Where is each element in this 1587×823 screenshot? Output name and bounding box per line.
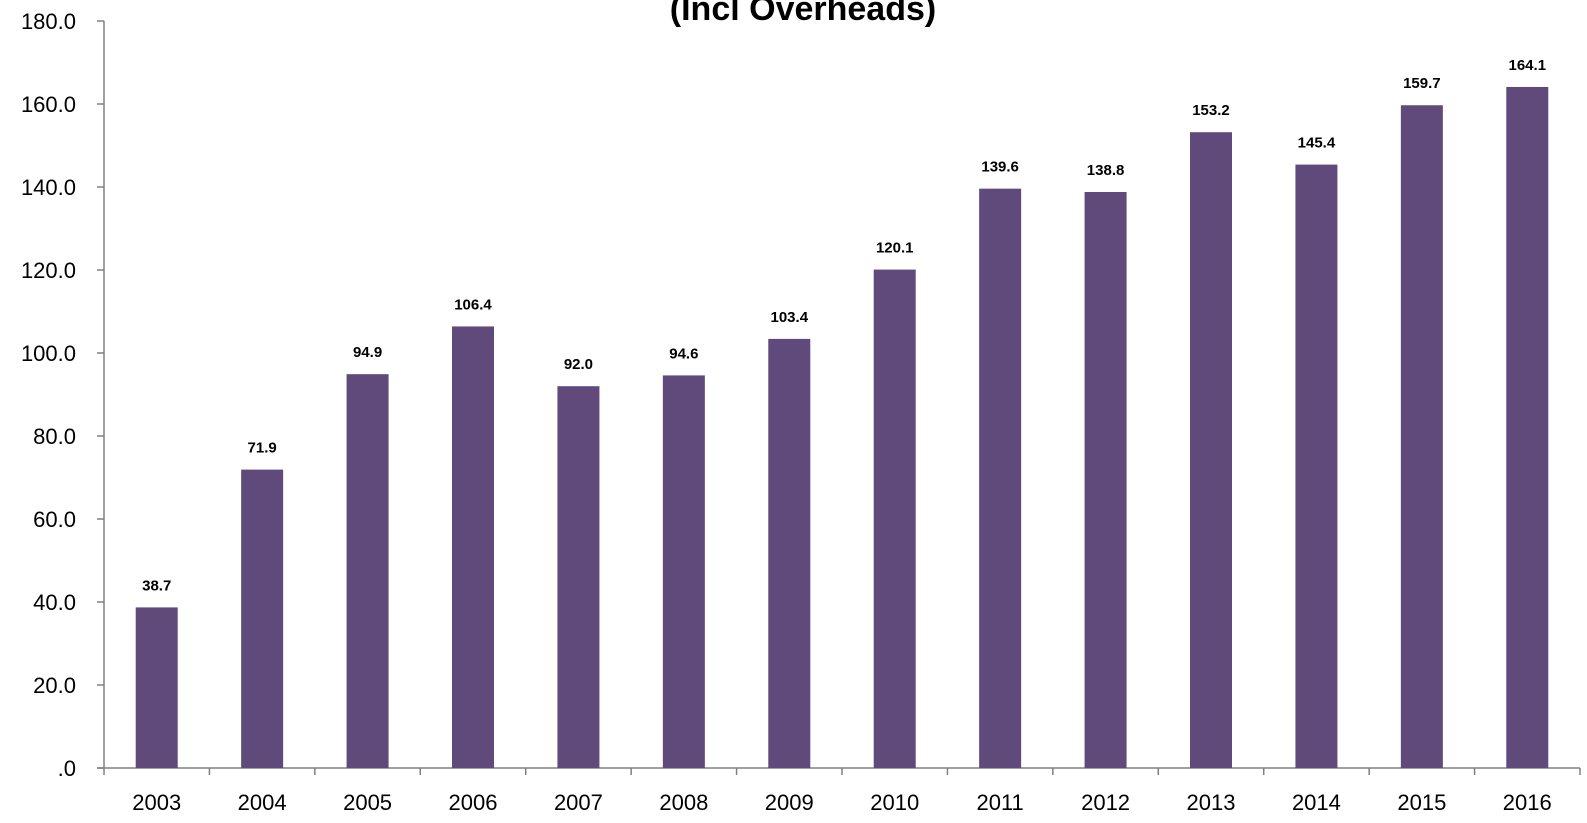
x-tick-label: 2007: [554, 790, 603, 815]
data-label-2013: 153.2: [1192, 102, 1230, 119]
y-tick-label: 180.0: [21, 9, 76, 34]
data-label-2010: 120.1: [876, 240, 914, 257]
x-tick-label: 2014: [1292, 790, 1341, 815]
bar-2007: [557, 386, 600, 768]
data-label-2009: 103.4: [771, 309, 809, 326]
data-label-2007: 92.0: [564, 356, 593, 373]
x-tick-label: 2009: [765, 790, 814, 815]
data-label-2011: 139.6: [981, 159, 1019, 176]
x-tick-label: 2003: [132, 790, 181, 815]
y-tick-label: 120.0: [21, 258, 76, 283]
data-label-2006: 106.4: [454, 296, 492, 313]
data-labels: 38.7 71.9 94.9 106.4 92.0 94.6 103.4 120.1 139.6…: [142, 57, 1546, 594]
x-tick-label: 2015: [1397, 790, 1446, 815]
x-tick-label: 2013: [1187, 790, 1236, 815]
y-tick-label: 60.0: [33, 507, 76, 532]
bar-2016: [1506, 86, 1549, 769]
chart-title: (Incl Overheads): [670, 0, 936, 28]
x-tick-label: 2005: [343, 790, 392, 815]
bar-2006: [452, 326, 494, 768]
bars: [135, 86, 1549, 769]
y-tick-label: 160.0: [21, 92, 76, 117]
y-tick-label: .0: [58, 756, 76, 781]
bar-2003: [135, 607, 178, 768]
bar-2004: [241, 469, 284, 768]
bar-2008: [662, 375, 705, 768]
x-tick-label: 2010: [870, 790, 919, 815]
bar-2010: [873, 269, 916, 768]
x-tick-label: 2012: [1081, 790, 1130, 815]
x-tick-label: 2016: [1503, 790, 1552, 815]
x-tick-label: 2004: [238, 790, 287, 815]
data-label-2012: 138.8: [1087, 162, 1125, 179]
x-tick-label: 2006: [449, 790, 498, 815]
bar-2011: [979, 188, 1022, 768]
x-axis: 2003 2004 2005 2006 2007 2008 2009 2010 2011 2012…: [97, 767, 1581, 815]
data-label-2016: 164.1: [1509, 57, 1547, 74]
y-tick-label: 80.0: [33, 424, 76, 449]
data-label-2003: 38.7: [142, 577, 171, 594]
bar-2009: [768, 338, 811, 768]
data-label-2004: 71.9: [248, 440, 277, 457]
y-tick-label: 140.0: [21, 175, 76, 200]
x-tick-label: 2008: [659, 790, 708, 815]
x-tick-label: 2011: [976, 790, 1023, 815]
bar-2012: [1084, 191, 1127, 769]
y-tick-label: 20.0: [33, 673, 76, 698]
data-label-2008: 94.6: [669, 345, 698, 362]
y-tick-label: 40.0: [33, 590, 76, 615]
data-label-2014: 145.4: [1298, 135, 1336, 152]
data-label-2005: 94.9: [353, 344, 382, 361]
data-label-2015: 159.7: [1403, 75, 1441, 92]
y-tick-label: 100.0: [21, 341, 76, 366]
bar-2005: [346, 374, 389, 768]
bar-2013: [1190, 132, 1232, 769]
bar-2015: [1400, 105, 1443, 769]
bar-2014: [1295, 164, 1338, 769]
y-axis: .0 20.0 40.0 60.0 80.0 100.0 120.0 140.0 160.0 18…: [21, 9, 105, 781]
